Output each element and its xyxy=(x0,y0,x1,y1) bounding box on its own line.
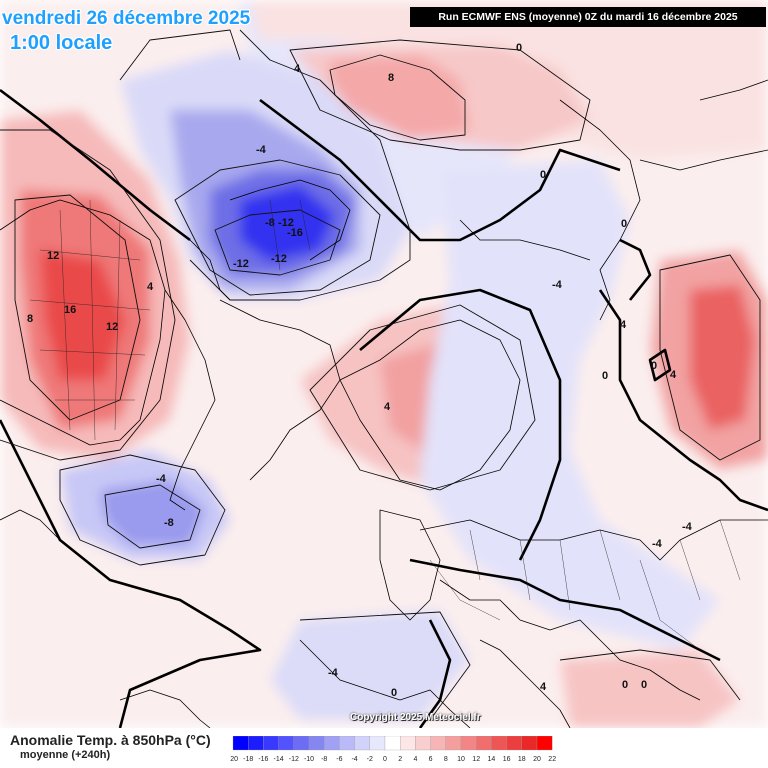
color-scale-swatch xyxy=(430,736,446,751)
contour-label: 0 xyxy=(651,360,657,372)
contour-label: 0 xyxy=(641,679,647,691)
color-scale-swatch xyxy=(384,736,401,751)
variable-subtitle: moyenne (+240h) xyxy=(20,749,111,761)
color-scale-tick-label: -20 xyxy=(230,756,238,763)
contour-label: -4 xyxy=(256,144,267,156)
color-scale-tick-label: -18 xyxy=(243,756,253,763)
forecast-time-title: 1:00 locale xyxy=(10,32,113,54)
color-scale-tick-label: 6 xyxy=(429,756,433,763)
color-scale-tick-label: 2 xyxy=(398,756,402,763)
color-scale-swatch xyxy=(536,736,553,751)
color-scale-tick-label: 8 xyxy=(444,756,448,763)
contour-label: 4 xyxy=(147,281,154,293)
color-scale-swatch xyxy=(506,736,522,751)
contour-label: 0 xyxy=(540,169,546,181)
color-scale-tick-label: -2 xyxy=(367,756,373,763)
color-scale-tick-label: -14 xyxy=(274,756,284,763)
contour-label: 4 xyxy=(620,319,627,331)
color-scale-swatch xyxy=(263,736,279,751)
contour-label: -12 xyxy=(278,217,294,229)
color-scale-swatch xyxy=(491,736,507,751)
run-info-banner: Run ECMWF ENS (moyenne) 0Z du mardi 16 d… xyxy=(410,7,766,27)
contour-label: 4 xyxy=(670,369,677,381)
contour-label: 0 xyxy=(622,679,628,691)
contour-label: -16 xyxy=(287,227,303,239)
variable-title: Anomalie Temp. à 850hPa (°C) xyxy=(10,732,211,748)
color-scale-tick-label: 14 xyxy=(488,756,496,763)
color-scale-swatch xyxy=(521,736,538,751)
contour-label: 12 xyxy=(47,250,59,262)
color-scale-swatch xyxy=(400,736,416,751)
contour-label: 0 xyxy=(602,370,608,382)
contour-label: 8 xyxy=(27,313,33,325)
contour-label: -12 xyxy=(271,253,287,265)
contour-label: -4 xyxy=(156,473,167,485)
color-scale-tick-label: 4 xyxy=(413,756,417,763)
contour-labels: 0 4 8 -4 -8 -12 -16 -12 -12 12 16 12 8 4… xyxy=(27,42,693,699)
color-scale-legend: -20-18-16-14-12-10-8-6-4-202468101214161… xyxy=(230,736,556,763)
contour-label: 0 xyxy=(621,218,627,230)
color-scale-tick-label: -12 xyxy=(289,756,299,763)
contour-label: -4 xyxy=(552,279,563,291)
contour-label: 0 xyxy=(516,42,522,54)
color-scale-tick-label: -16 xyxy=(258,756,268,763)
color-scale-swatch xyxy=(476,736,492,751)
contour-label: -8 xyxy=(164,517,174,529)
color-scale-swatch xyxy=(369,736,386,751)
color-scale-swatch xyxy=(445,736,462,751)
color-scale-tick-label: 0 xyxy=(383,756,387,763)
anomaly-shading xyxy=(0,0,768,728)
coastlines xyxy=(0,79,768,728)
thin-contours xyxy=(0,29,761,721)
color-scale-swatch xyxy=(354,736,370,751)
color-scale-tick-label: 16 xyxy=(503,756,511,763)
contour-label: -4 xyxy=(328,667,339,679)
color-scale-swatch xyxy=(415,736,431,751)
contour-label: 12 xyxy=(106,321,118,333)
contour-label: -4 xyxy=(682,521,693,533)
contour-label: 4 xyxy=(540,681,547,693)
color-scale-tick-label: -8 xyxy=(321,756,327,763)
contour-label: 0 xyxy=(391,687,397,699)
footer-bar: Anomalie Temp. à 850hPa (°C) moyenne (+2… xyxy=(0,728,768,768)
color-scale-swatch xyxy=(232,736,249,751)
contour-label: 8 xyxy=(388,72,394,84)
copyright-text: Copyright 2025 Meteociel.fr xyxy=(350,712,481,723)
contour-label: -8 xyxy=(265,217,275,229)
color-scale-tick-label: 12 xyxy=(472,756,480,763)
color-scale-tick-label: 10 xyxy=(457,756,465,763)
temperature-anomaly-map: 0 4 8 -4 -8 -12 -16 -12 -12 12 16 12 8 4… xyxy=(0,0,768,728)
color-scale-tick-label: 22 xyxy=(548,756,556,763)
color-scale-swatch xyxy=(324,736,340,751)
color-scale-swatch xyxy=(293,736,310,751)
color-scale-tick-label: -6 xyxy=(336,756,342,763)
contour-label: 4 xyxy=(294,63,301,75)
color-scale-swatch xyxy=(339,736,355,751)
forecast-date-title: vendredi 26 décembre 2025 xyxy=(2,8,251,29)
color-scale-tick-label: 20 xyxy=(533,756,541,763)
color-scale-ticks: -20-18-16-14-12-10-8-6-4-202468101214161… xyxy=(230,756,556,763)
color-scale-swatches xyxy=(232,736,553,751)
color-scale-tick-label: -10 xyxy=(304,756,314,763)
contour-label: 16 xyxy=(64,304,76,316)
thick-contours xyxy=(0,88,768,728)
color-scale-swatch xyxy=(308,736,325,751)
color-scale-tick-label: 18 xyxy=(518,756,526,763)
contour-label: -4 xyxy=(652,538,663,550)
contour-label: 4 xyxy=(384,401,391,413)
color-scale-swatch xyxy=(248,736,264,751)
contour-label: -12 xyxy=(233,258,249,270)
borders xyxy=(29,199,741,651)
color-scale-tick-label: -4 xyxy=(351,756,357,763)
color-scale-swatch xyxy=(278,736,294,751)
color-scale-swatch xyxy=(460,736,477,751)
